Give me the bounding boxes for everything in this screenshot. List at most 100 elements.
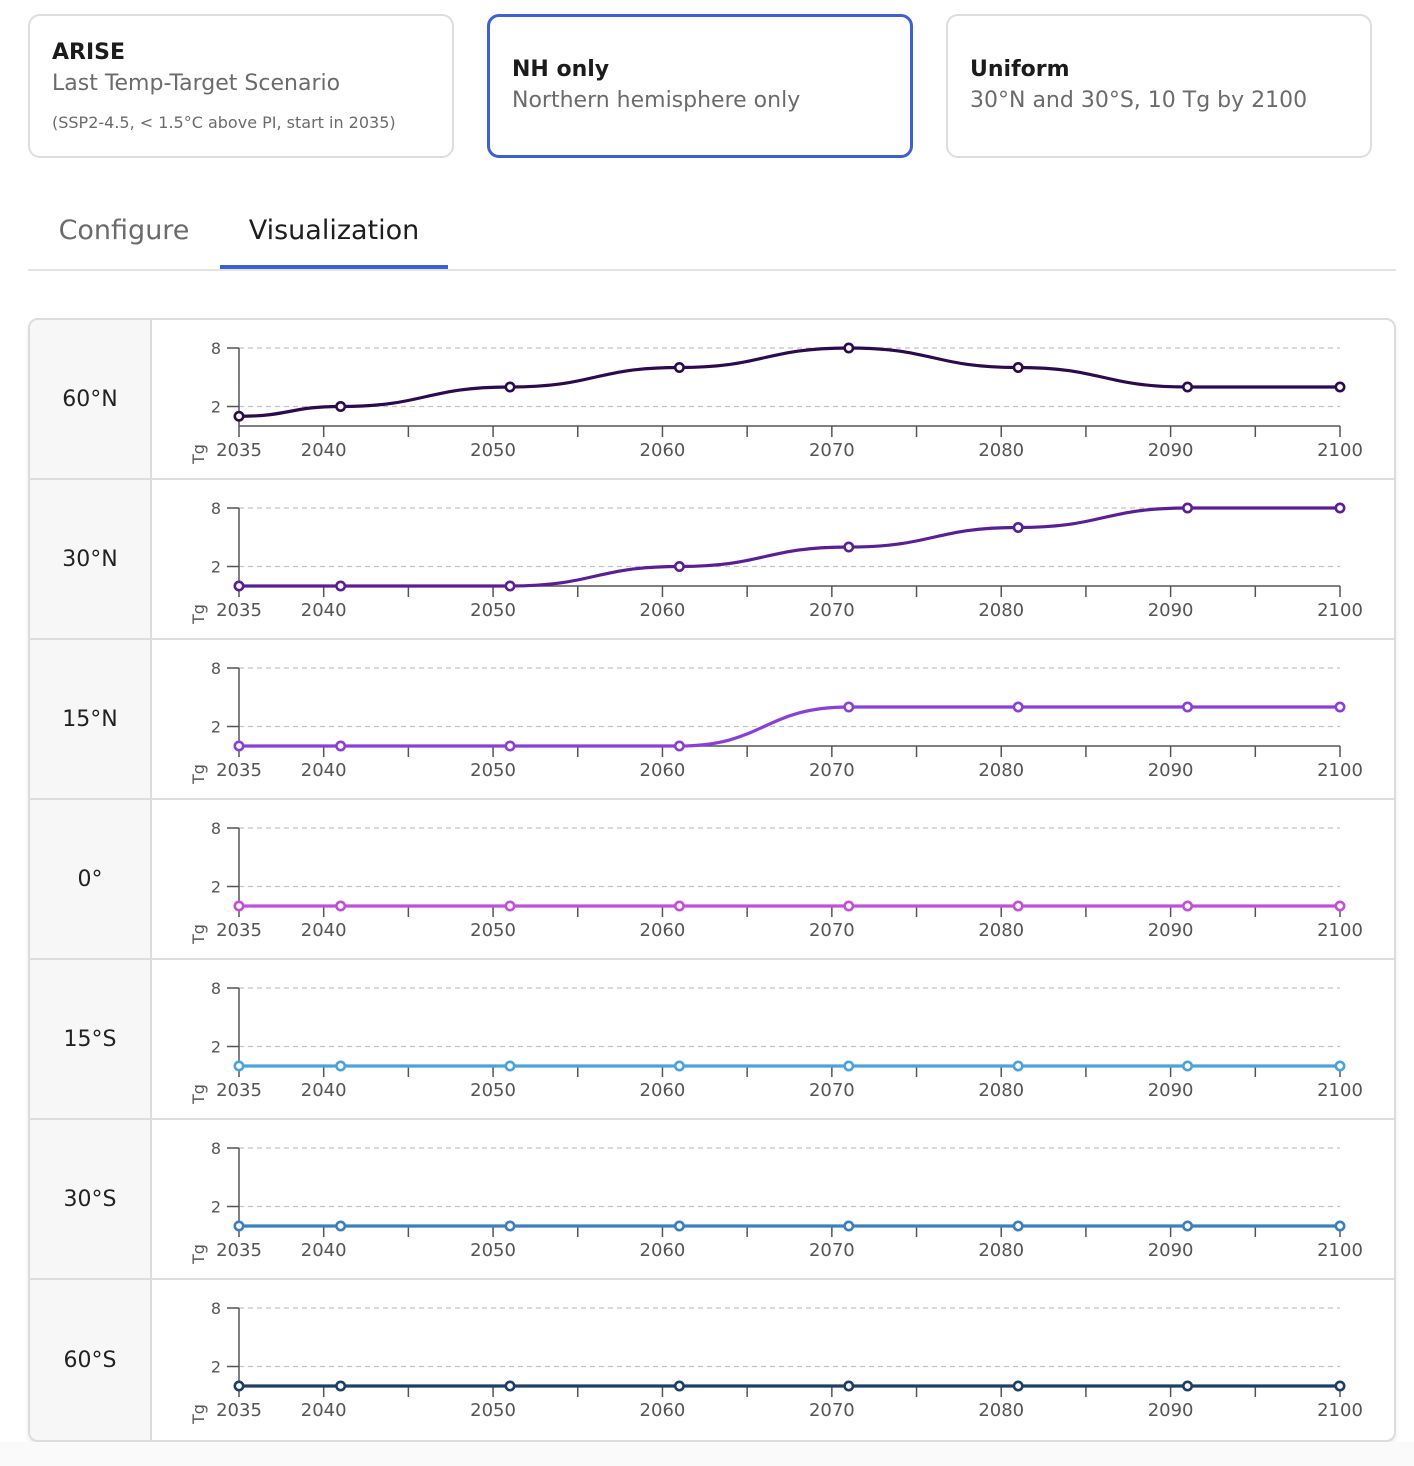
x-tick-label: 2070 [809, 1240, 855, 1261]
latitude-label: 30°N [30, 480, 152, 638]
x-tick-label: 2035 [216, 440, 262, 461]
x-tick-label: 2040 [301, 920, 347, 941]
y-tick-label: 2 [211, 1358, 221, 1377]
x-tick-label: 2035 [216, 760, 262, 781]
data-point [843, 1220, 855, 1232]
data-point [1012, 1060, 1024, 1072]
x-tick-label: 2060 [640, 440, 686, 461]
data-point [673, 1380, 685, 1392]
x-tick-label: 2080 [978, 1080, 1024, 1101]
x-tick-label: 2050 [470, 600, 516, 621]
x-tick-label: 2070 [809, 440, 855, 461]
data-point [504, 1380, 516, 1392]
scenario-card-arise[interactable]: ARISE Last Temp-Target Scenario (SSP2-4.… [28, 14, 454, 158]
x-tick-label: 2100 [1317, 600, 1363, 621]
x-tick-label: 2050 [470, 1080, 516, 1101]
line-chart-60n: 2 8 2035 2040 2050 2060 2070 2080 2090 2100 Tg [189, 339, 1363, 465]
x-tick-label: 2090 [1148, 760, 1194, 781]
x-tick-label: 2080 [978, 440, 1024, 461]
data-point [1334, 701, 1346, 713]
y-tick-label: 2 [211, 718, 221, 737]
data-point [1334, 502, 1346, 514]
scenario-subtitle: 30°N and 30°S, 10 Tg by 2100 [970, 88, 1308, 113]
data-point [233, 1220, 245, 1232]
chart-row-15s: 15°S 2 8 2035 2040 2050 2060 2070 2080 2090 2100 T… [30, 960, 1394, 1120]
x-tick-label: 2100 [1317, 440, 1363, 461]
data-point [673, 361, 685, 373]
data-point [1012, 1380, 1024, 1392]
x-tick-label: 2070 [809, 920, 855, 941]
x-tick-label: 2080 [978, 920, 1024, 941]
scenario-subtitle: Last Temp-Target Scenario [52, 71, 341, 96]
x-tick-label: 2100 [1317, 760, 1363, 781]
chart-row-30n: 30°N 2 8 2035 2040 2050 2060 2070 2080 2090 2100 T… [30, 480, 1394, 640]
x-tick-label: 2050 [470, 1240, 516, 1261]
y-axis-unit: Tg [189, 1404, 208, 1425]
line-chart-15s: 2 8 2035 2040 2050 2060 2070 2080 2090 2100 Tg [189, 979, 1363, 1105]
scenario-note: (SSP2-4.5, < 1.5°C above PI, start in 20… [52, 113, 396, 132]
x-tick-label: 2050 [470, 920, 516, 941]
latitude-label: 60°S [30, 1280, 152, 1440]
data-point [233, 580, 245, 592]
y-axis-unit: Tg [189, 444, 208, 465]
y-axis-unit: Tg [189, 1244, 208, 1265]
data-point [504, 580, 516, 592]
x-tick-label: 2035 [216, 1240, 262, 1261]
x-tick-label: 2040 [301, 1240, 347, 1261]
y-axis-unit: Tg [189, 924, 208, 945]
scenario-subtitle: Northern hemisphere only [512, 88, 801, 113]
series-line [239, 705, 1340, 748]
x-tick-label: 2070 [809, 1400, 855, 1421]
data-point [843, 541, 855, 553]
chart-row-0: 0° 2 8 2035 2040 2050 2060 2070 2080 2090 2100 Tg [30, 800, 1394, 960]
scenario-card-nh-only[interactable]: NH only Northern hemisphere only [487, 14, 913, 158]
scenario-title: NH only [512, 57, 610, 82]
data-point [1182, 1060, 1194, 1072]
x-tick-label: 2070 [809, 600, 855, 621]
line-chart-60s: 2 8 2035 2040 2050 2060 2070 2080 2090 2100 Tg [189, 1299, 1363, 1425]
data-point [335, 580, 347, 592]
data-point [1334, 1060, 1346, 1072]
data-point [233, 1060, 245, 1072]
data-point [504, 740, 516, 752]
scenario-title: Uniform [970, 57, 1070, 82]
x-tick-label: 2040 [301, 600, 347, 621]
data-point [1012, 900, 1024, 912]
data-point [1182, 1220, 1194, 1232]
x-tick-label: 2090 [1148, 1080, 1194, 1101]
x-tick-label: 2090 [1148, 920, 1194, 941]
injection-charts-panel: 60°N 2 8 2035 2040 2050 2060 2070 2080 2090 2100 T… [28, 318, 1396, 1442]
x-tick-label: 2070 [809, 1080, 855, 1101]
data-point [335, 401, 347, 413]
x-tick-label: 2090 [1148, 600, 1194, 621]
x-tick-label: 2050 [470, 760, 516, 781]
x-tick-label: 2080 [978, 600, 1024, 621]
data-point [335, 1380, 347, 1392]
data-point [673, 900, 685, 912]
x-tick-label: 2040 [301, 760, 347, 781]
x-tick-label: 2050 [470, 1400, 516, 1421]
latitude-label: 0° [30, 800, 152, 958]
data-point [233, 410, 245, 422]
x-tick-label: 2035 [216, 1400, 262, 1421]
y-tick-label: 2 [211, 1038, 221, 1057]
latitude-label: 60°N [30, 320, 152, 478]
data-point [673, 1060, 685, 1072]
x-tick-label: 2080 [978, 760, 1024, 781]
data-point [233, 1380, 245, 1392]
line-chart-30n: 2 8 2035 2040 2050 2060 2070 2080 2090 2100 Tg [189, 499, 1363, 625]
y-tick-label: 8 [211, 339, 221, 358]
data-point [504, 900, 516, 912]
x-tick-label: 2080 [978, 1240, 1024, 1261]
y-axis-unit: Tg [189, 764, 208, 785]
x-tick-label: 2080 [978, 1400, 1024, 1421]
data-point [843, 701, 855, 713]
y-axis-unit: Tg [189, 604, 208, 625]
tab-visualization[interactable]: Visualization [220, 196, 448, 269]
y-tick-label: 2 [211, 398, 221, 417]
data-point [1182, 381, 1194, 393]
tab-configure[interactable]: Configure [58, 215, 190, 246]
scenario-card-uniform[interactable]: Uniform 30°N and 30°S, 10 Tg by 2100 [946, 14, 1372, 158]
latitude-label: 30°S [30, 1120, 152, 1278]
data-point [673, 740, 685, 752]
